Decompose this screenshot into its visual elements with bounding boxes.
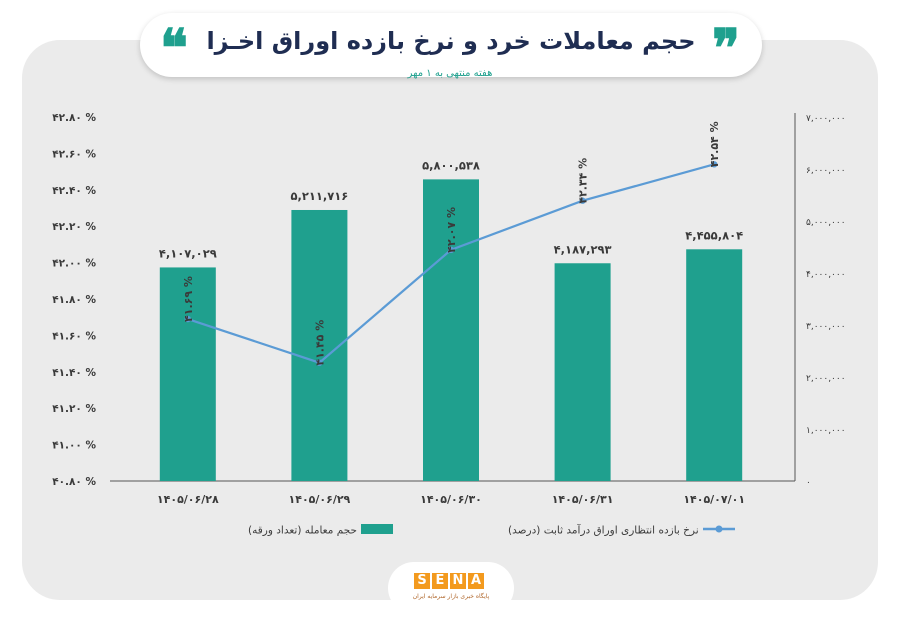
right-y-tick-label: ۰: [806, 478, 811, 488]
legend-line-swatch: [702, 524, 736, 537]
x-tick-label: ۱۴۰۵/۰۶/۲۸: [157, 493, 219, 506]
rate-point: [447, 246, 455, 254]
title-banner: ❝ حجم معاملات خرد و نرخ بازده اوراق اخـز…: [140, 13, 762, 77]
x-tick-label: ۱۴۰۵/۰۶/۲۹: [289, 493, 351, 506]
right-y-tick-label: ۳,۰۰۰,۰۰۰: [806, 322, 846, 332]
legend-bar-swatch: [360, 524, 394, 537]
rate-value-label: ۴۲.۰۷ %: [445, 207, 458, 253]
logo-letter: E: [432, 573, 448, 589]
x-tick-label: ۱۴۰۵/۰۶/۳۰: [420, 493, 482, 506]
right-y-tick-label: ۶,۰۰۰,۰۰۰: [806, 166, 846, 176]
chart-subtitle: هفته منتهی به ۱ مهر: [407, 68, 493, 79]
bar: [686, 249, 743, 481]
legend-line: نرخ بازده انتظاری اوراق درآمد ثابت (درصد…: [508, 524, 736, 537]
left-y-tick-label: ۴۱.۲۰ %: [52, 403, 96, 415]
bar-value-label: ۴,۴۵۵,۸۰۴: [685, 228, 743, 242]
bar-value-label: ۴,۱۸۷,۲۹۳: [554, 242, 612, 256]
x-tick-label: ۱۴۰۵/۰۷/۰۱: [683, 493, 745, 506]
left-y-tick-label: ۴۰.۸۰ %: [52, 476, 96, 488]
right-y-tick-label: ۱,۰۰۰,۰۰۰: [806, 426, 846, 436]
logo-tagline: پایگاه خبری بازار سرمایه ایران: [412, 593, 490, 600]
legend-bar-label: حجم معامله (تعداد ورقه): [248, 524, 357, 537]
logo-letter: N: [450, 573, 466, 589]
bar: [159, 267, 216, 481]
left-y-tick-label: ۴۲.۶۰ %: [52, 148, 96, 160]
sena-logo: S E N A پایگاه خبری بازار سرمایه ایران: [388, 562, 514, 614]
quote-open-icon: ❝: [160, 18, 188, 79]
rate-value-label: ۴۱.۶۹ %: [182, 276, 195, 322]
right-y-tick-label: ۷,۰۰۰,۰۰۰: [806, 114, 846, 124]
bar-value-label: ۴,۱۰۷,۰۲۹: [159, 246, 217, 260]
left-y-tick-label: ۴۱.۸۰ %: [52, 294, 96, 306]
left-y-tick-label: ۴۱.۰۰ %: [52, 440, 96, 452]
bar-value-label: ۵,۸۰۰,۵۳۸: [422, 158, 480, 172]
bar: [423, 179, 479, 482]
x-tick-label: ۱۴۰۵/۰۶/۳۱: [552, 493, 614, 506]
rate-point: [711, 161, 718, 168]
right-y-tick-label: ۵,۰۰۰,۰۰۰: [806, 218, 846, 228]
left-y-tick-label: ۴۱.۴۰ %: [52, 367, 96, 379]
left-y-tick-label: ۴۱.۶۰ %: [52, 330, 96, 342]
rate-point: [316, 359, 323, 366]
right-y-tick-label: ۲,۰۰۰,۰۰۰: [806, 374, 846, 384]
quote-close-icon: ❞: [712, 18, 740, 79]
rate-value-label: ۴۱.۴۵ %: [313, 320, 326, 366]
rate-point: [184, 315, 191, 323]
left-y-tick-label: ۴۲.۲۰ %: [52, 221, 96, 233]
legend-bar: حجم معامله (تعداد ورقه): [248, 524, 394, 537]
logo-letter: S: [414, 573, 430, 589]
right-y-tick-label: ۴,۰۰۰,۰۰۰: [806, 270, 846, 280]
bar: [554, 263, 611, 481]
chart-title: حجم معاملات خرد و نرخ بازده اوراق اخـزا: [206, 27, 696, 55]
left-y-tick-label: ۴۲.۰۰ %: [52, 258, 96, 270]
legend-line-label: نرخ بازده انتظاری اوراق درآمد ثابت (درصد…: [508, 524, 699, 537]
rate-point: [579, 197, 586, 204]
left-y-tick-label: ۴۲.۴۰ %: [52, 185, 96, 197]
left-y-tick-label: ۴۲.۸۰ %: [52, 112, 96, 124]
rate-value-label: ۴۲.۵۴ %: [708, 121, 721, 167]
logo-letter: A: [468, 573, 484, 589]
rate-value-label: ۴۲.۳۴ %: [577, 158, 590, 204]
bar-value-label: ۵,۲۱۱,۷۱۶: [290, 189, 348, 203]
